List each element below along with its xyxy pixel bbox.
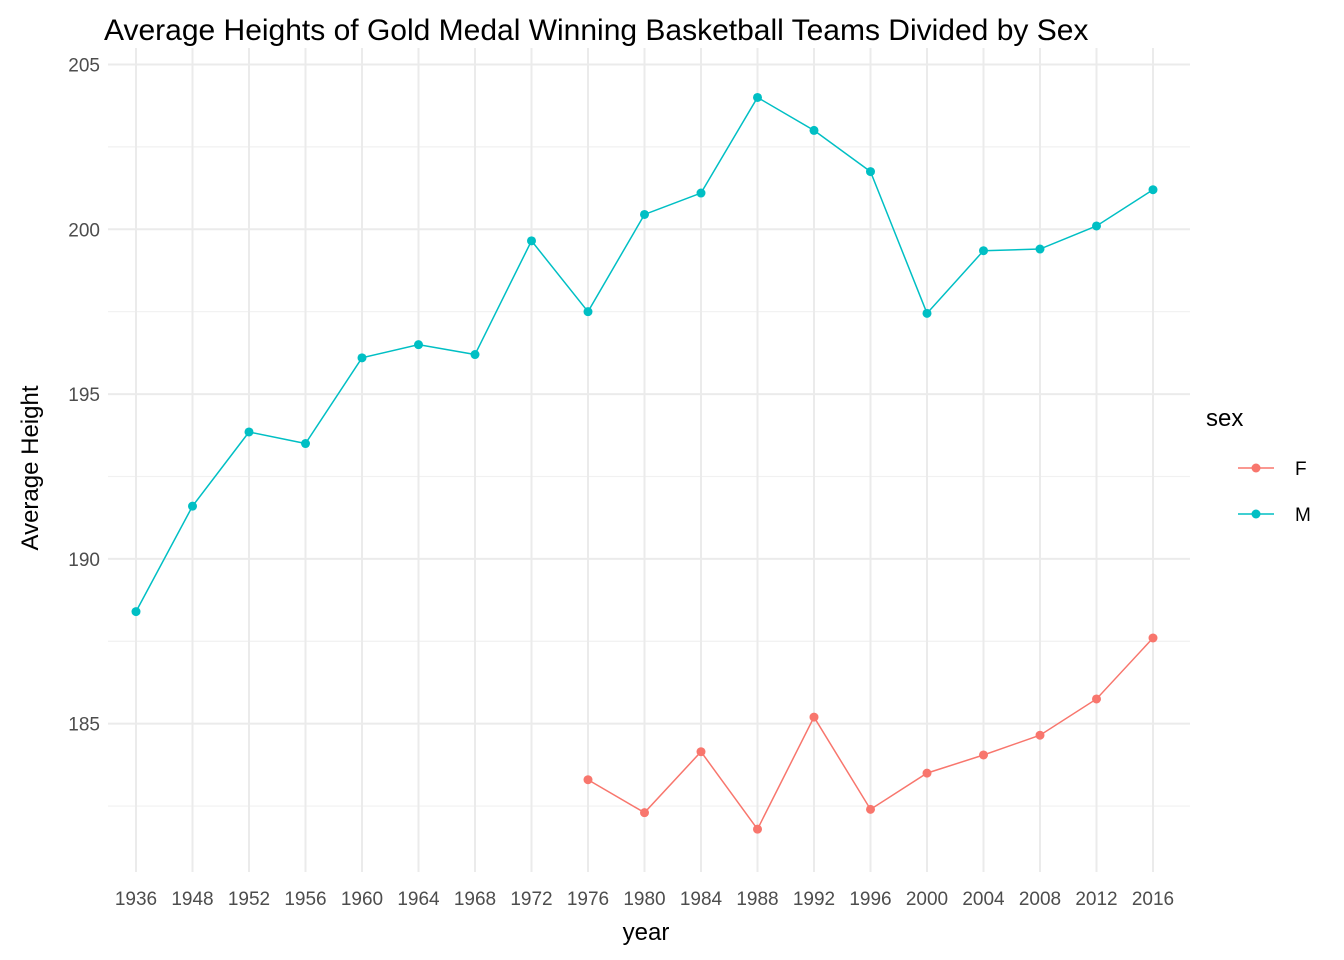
legend: sex FM bbox=[1206, 405, 1311, 526]
y-axis-title: Average Height bbox=[17, 385, 44, 550]
x-tick-label: 1988 bbox=[736, 889, 778, 910]
x-tick-label: 1984 bbox=[680, 889, 723, 910]
x-tick-labels: 1936 1948 1952 1956 1960 1964 1968 1972 1976 1980… bbox=[115, 889, 1174, 910]
data-point bbox=[809, 712, 819, 722]
data-point bbox=[414, 340, 423, 350]
y-tick-label: 185 bbox=[68, 715, 100, 736]
data-point bbox=[979, 750, 988, 760]
data-point bbox=[753, 92, 762, 102]
x-tick-label: 1968 bbox=[454, 889, 496, 910]
x-tick-label: 1936 bbox=[115, 889, 157, 910]
data-point bbox=[922, 308, 932, 318]
x-tick-label: 1972 bbox=[510, 889, 552, 910]
data-point bbox=[1035, 730, 1045, 740]
data-point bbox=[470, 350, 480, 360]
data-point bbox=[866, 167, 875, 177]
data-point bbox=[979, 246, 988, 256]
data-point bbox=[583, 775, 593, 785]
x-tick-label: 2016 bbox=[1132, 889, 1174, 910]
legend-key-point bbox=[1251, 509, 1261, 519]
minor-gridlines bbox=[108, 146, 1190, 807]
legend-title: sex bbox=[1206, 405, 1243, 432]
data-point bbox=[1148, 185, 1158, 195]
data-point bbox=[583, 307, 593, 317]
data-point bbox=[357, 353, 367, 363]
legend-key-point bbox=[1251, 463, 1261, 473]
major-gridlines bbox=[108, 48, 1190, 872]
x-tick-label: 1992 bbox=[793, 889, 835, 910]
data-point bbox=[753, 824, 762, 834]
x-tick-label: 1948 bbox=[171, 889, 213, 910]
x-axis-title: year bbox=[623, 919, 670, 946]
x-tick-label: 2000 bbox=[906, 889, 948, 910]
x-tick-label: 1960 bbox=[341, 889, 383, 910]
data-point bbox=[809, 125, 819, 135]
data-point bbox=[866, 804, 875, 814]
data-point bbox=[696, 747, 706, 757]
chart-title: Average Heights of Gold Medal Winning Ba… bbox=[104, 14, 1088, 47]
y-tick-labels: 185 190 195 200 205 bbox=[68, 55, 100, 735]
x-tick-label: 1980 bbox=[623, 889, 665, 910]
y-tick-label: 205 bbox=[68, 55, 100, 76]
series-M bbox=[131, 92, 1158, 617]
legend-item-F: F bbox=[1238, 459, 1307, 480]
data-point bbox=[922, 768, 932, 778]
data-point bbox=[1148, 633, 1158, 643]
data-point bbox=[696, 188, 706, 198]
y-tick-label: 190 bbox=[68, 550, 100, 571]
x-tick-label: 2012 bbox=[1075, 889, 1117, 910]
x-tick-label: 1996 bbox=[849, 889, 891, 910]
data-point bbox=[1035, 244, 1045, 254]
data-point bbox=[1092, 694, 1101, 704]
data-point bbox=[301, 439, 310, 449]
legend-items: FM bbox=[1238, 459, 1311, 526]
x-tick-label: 1952 bbox=[228, 889, 270, 910]
y-tick-label: 195 bbox=[68, 385, 100, 406]
x-tick-label: 1964 bbox=[397, 889, 440, 910]
data-point bbox=[527, 236, 536, 246]
legend-label: F bbox=[1295, 459, 1307, 480]
legend-item-M: M bbox=[1238, 505, 1311, 526]
data-point bbox=[640, 808, 649, 818]
x-tick-label: 1956 bbox=[284, 889, 326, 910]
legend-label: M bbox=[1295, 505, 1311, 526]
data-point bbox=[131, 607, 141, 617]
y-tick-label: 200 bbox=[68, 220, 100, 241]
data-point bbox=[1092, 221, 1101, 231]
x-tick-label: 2004 bbox=[962, 889, 1005, 910]
x-tick-label: 1976 bbox=[567, 889, 609, 910]
series-layer bbox=[131, 92, 1158, 834]
x-tick-label: 2008 bbox=[1019, 889, 1061, 910]
data-point bbox=[640, 209, 649, 219]
data-point bbox=[188, 501, 197, 511]
data-point bbox=[244, 427, 254, 437]
series-F bbox=[583, 633, 1158, 834]
